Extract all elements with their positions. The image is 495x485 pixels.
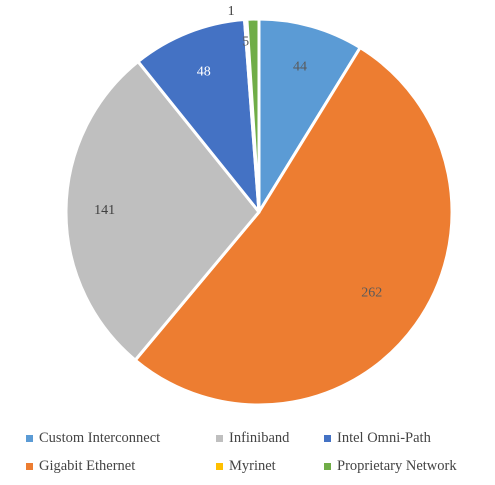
legend-label-custom-interconnect: Custom Interconnect (39, 429, 161, 446)
pie-value-labels: 44 262 141 48 1 5 (94, 4, 382, 301)
legend-swatch-proprietary-network (324, 462, 331, 470)
legend-item-myrinet: Myrinet (216, 458, 324, 475)
legend-label-intel-omni-path: Intel Omni-Path (337, 429, 431, 446)
data-label-proprietary-network: 5 (242, 35, 249, 50)
pie-slice-infiniband (64, 60, 261, 362)
data-label-myrinet: 1 (228, 4, 235, 19)
data-label-gigabit-ethernet: 262 (361, 286, 382, 301)
legend-row-1: Custom Interconnect Infiniband Intel Omn… (26, 424, 486, 452)
pie-slice-gigabit-ethernet (133, 46, 454, 407)
data-label-intel-omni-path: 48 (197, 64, 211, 79)
legend-item-proprietary-network: Proprietary Network (324, 458, 457, 475)
pie-slices (64, 17, 454, 407)
pie-slice-proprietary-network (245, 17, 261, 214)
data-label-custom-interconnect: 44 (293, 60, 307, 75)
legend-label-myrinet: Myrinet (229, 457, 276, 474)
legend-swatch-myrinet (216, 462, 223, 470)
legend-item-gigabit-ethernet: Gigabit Ethernet (26, 458, 216, 475)
legend-swatch-infiniband (216, 434, 223, 442)
pie-chart: 44 262 141 48 1 5 (64, 4, 454, 407)
legend-item-custom-interconnect: Custom Interconnect (26, 430, 216, 447)
legend-swatch-gigabit-ethernet (26, 462, 33, 470)
data-label-infiniband: 141 (94, 203, 115, 218)
legend-row-2: Gigabit Ethernet Myrinet Proprietary Net… (26, 452, 486, 480)
legend-label-proprietary-network: Proprietary Network (337, 457, 457, 474)
legend-swatch-intel-omni-path (324, 434, 331, 442)
pie-slice-intel-omni-path (136, 18, 261, 214)
legend-label-infiniband: Infiniband (229, 429, 290, 446)
legend-item-intel-omni-path: Intel Omni-Path (324, 430, 431, 447)
legend-label-gigabit-ethernet: Gigabit Ethernet (39, 457, 136, 474)
chart-legend: Custom Interconnect Infiniband Intel Omn… (26, 424, 486, 480)
legend-item-infiniband: Infiniband (216, 430, 324, 447)
legend-swatch-custom-interconnect (26, 434, 33, 442)
pie-slice-custom-interconnect (257, 17, 362, 214)
